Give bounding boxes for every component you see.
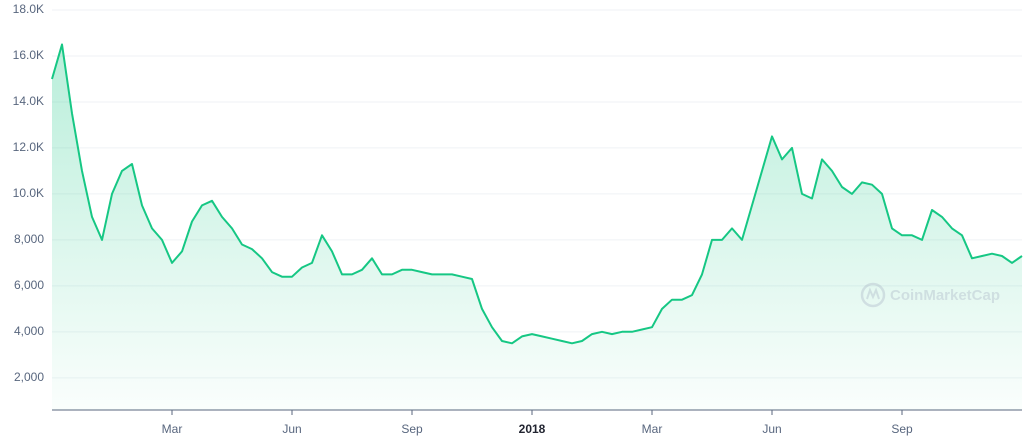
x-tick-label: Sep (891, 422, 913, 436)
y-tick-label: 2,000 (14, 370, 44, 384)
watermark-text: CoinMarketCap (890, 287, 1000, 304)
y-tick-label: 16.0K (13, 48, 44, 62)
x-tick-label: 2018 (519, 422, 546, 436)
y-tick-label: 18.0K (13, 2, 44, 16)
price-line (51, 43, 1023, 345)
price-area (52, 44, 1022, 410)
y-tick-label: 12.0K (13, 140, 44, 154)
watermark-logo-m (866, 287, 880, 300)
y-tick-label: 10.0K (13, 186, 44, 200)
y-tick-label: 8,000 (14, 232, 44, 246)
x-tick-label: Jun (762, 422, 781, 436)
x-tick-label: Jun (282, 422, 301, 436)
watermark: CoinMarketCap (860, 282, 1000, 308)
y-tick-label: 6,000 (14, 278, 44, 292)
y-tick-label: 4,000 (14, 324, 44, 338)
x-tick-label: Sep (401, 422, 423, 436)
y-tick-label: 14.0K (13, 94, 44, 108)
x-tick-label: Mar (642, 422, 663, 436)
watermark-logo (860, 282, 886, 308)
x-tick-label: Mar (162, 422, 183, 436)
